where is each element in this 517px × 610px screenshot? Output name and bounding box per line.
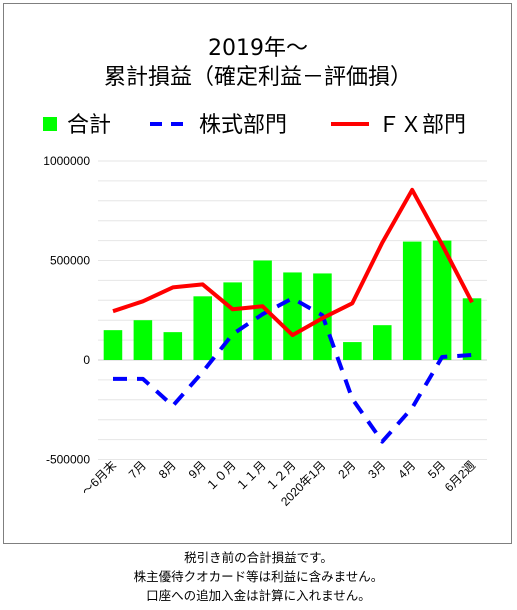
legend: 合計 株式部門 ＦＸ部門	[43, 113, 466, 138]
y-tick-labels: 1000000 500000 0 -500000	[43, 154, 90, 467]
total-bar	[402, 241, 422, 360]
total-bars	[103, 240, 482, 360]
y-tick-label: 0	[83, 353, 90, 367]
x-tick-label: 5月	[425, 458, 448, 481]
x-tick-label: 9月	[186, 458, 209, 481]
total-bar	[223, 282, 242, 360]
x-tick-label: 7月	[126, 458, 149, 481]
x-tick-label: 4月	[395, 458, 418, 481]
series-lines	[112, 187, 474, 444]
total-bar	[103, 330, 123, 360]
y-tick-label: 500000	[50, 254, 90, 268]
total-bar	[372, 325, 392, 360]
legend-label-stock: 株式部門	[199, 113, 287, 138]
fx-line	[112, 187, 474, 338]
footnotes: 税引き前の合計損益です。 株主優待クオカード等は利益に含みません。 口座への追加…	[0, 548, 517, 605]
total-bar	[462, 298, 482, 360]
total-bar	[283, 272, 302, 360]
footnote-line: 税引き前の合計損益です。	[184, 550, 333, 565]
total-bar	[432, 240, 452, 360]
chart: 2019年～ 累計損益（確定利益－評価損） 合計 株式部門 ＦＸ部門 10000…	[43, 36, 487, 509]
y-tick-label: 1000000	[43, 154, 90, 168]
legend-label-fx: ＦＸ部門	[378, 113, 466, 138]
footnote-line: 口座への追加入金は計算に入れません。	[146, 588, 371, 603]
chart-title-line-2: 累計損益（確定利益－評価損）	[104, 65, 412, 90]
x-tick-label: 3月	[365, 458, 388, 481]
total-bar	[193, 296, 213, 360]
x-tick-label: １１月	[233, 458, 268, 493]
x-tick-label: 6月2週	[442, 458, 478, 494]
y-tick-label: -500000	[46, 453, 90, 467]
x-tick-label: 2月	[335, 458, 358, 481]
footnote-line: 株主優待クオカード等は利益に含みません。	[133, 569, 384, 584]
x-tick-label: １０月	[203, 458, 238, 493]
total-bar	[343, 342, 362, 360]
total-bar	[253, 260, 272, 360]
legend-label-total: 合計	[67, 113, 111, 138]
chart-title-line-1: 2019年～	[208, 36, 308, 61]
total-bar	[163, 332, 183, 360]
legend-swatch-total	[43, 117, 57, 131]
total-bar	[133, 320, 153, 360]
x-tick-label: 8月	[156, 458, 179, 481]
